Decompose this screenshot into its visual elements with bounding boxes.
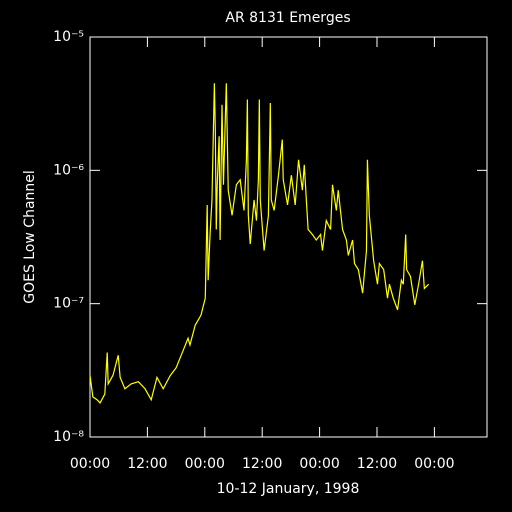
y-axis-label: GOES Low Channel: [22, 170, 38, 304]
y-tick-label: 10⁻⁵: [53, 29, 84, 45]
chart-title: AR 8131 Emerges: [225, 10, 350, 26]
x-tick-label: 00:00: [299, 456, 339, 472]
y-tick-label: 10⁻⁶: [53, 162, 84, 178]
y-tick-label: 10⁻⁸: [53, 429, 84, 445]
plot-frame: [89, 36, 488, 438]
x-tick-label: 12:00: [242, 456, 282, 472]
y-tick-label: 10⁻⁷: [53, 296, 84, 312]
x-tick-label: 12:00: [357, 456, 397, 472]
x-tick-label: 00:00: [70, 456, 110, 472]
x-tick-label: 00:00: [185, 456, 225, 472]
x-tick-label: 00:00: [414, 456, 454, 472]
x-axis-label: 10-12 January, 1998: [217, 481, 360, 497]
x-tick-label: 12:00: [127, 456, 167, 472]
data-line: [89, 83, 430, 404]
